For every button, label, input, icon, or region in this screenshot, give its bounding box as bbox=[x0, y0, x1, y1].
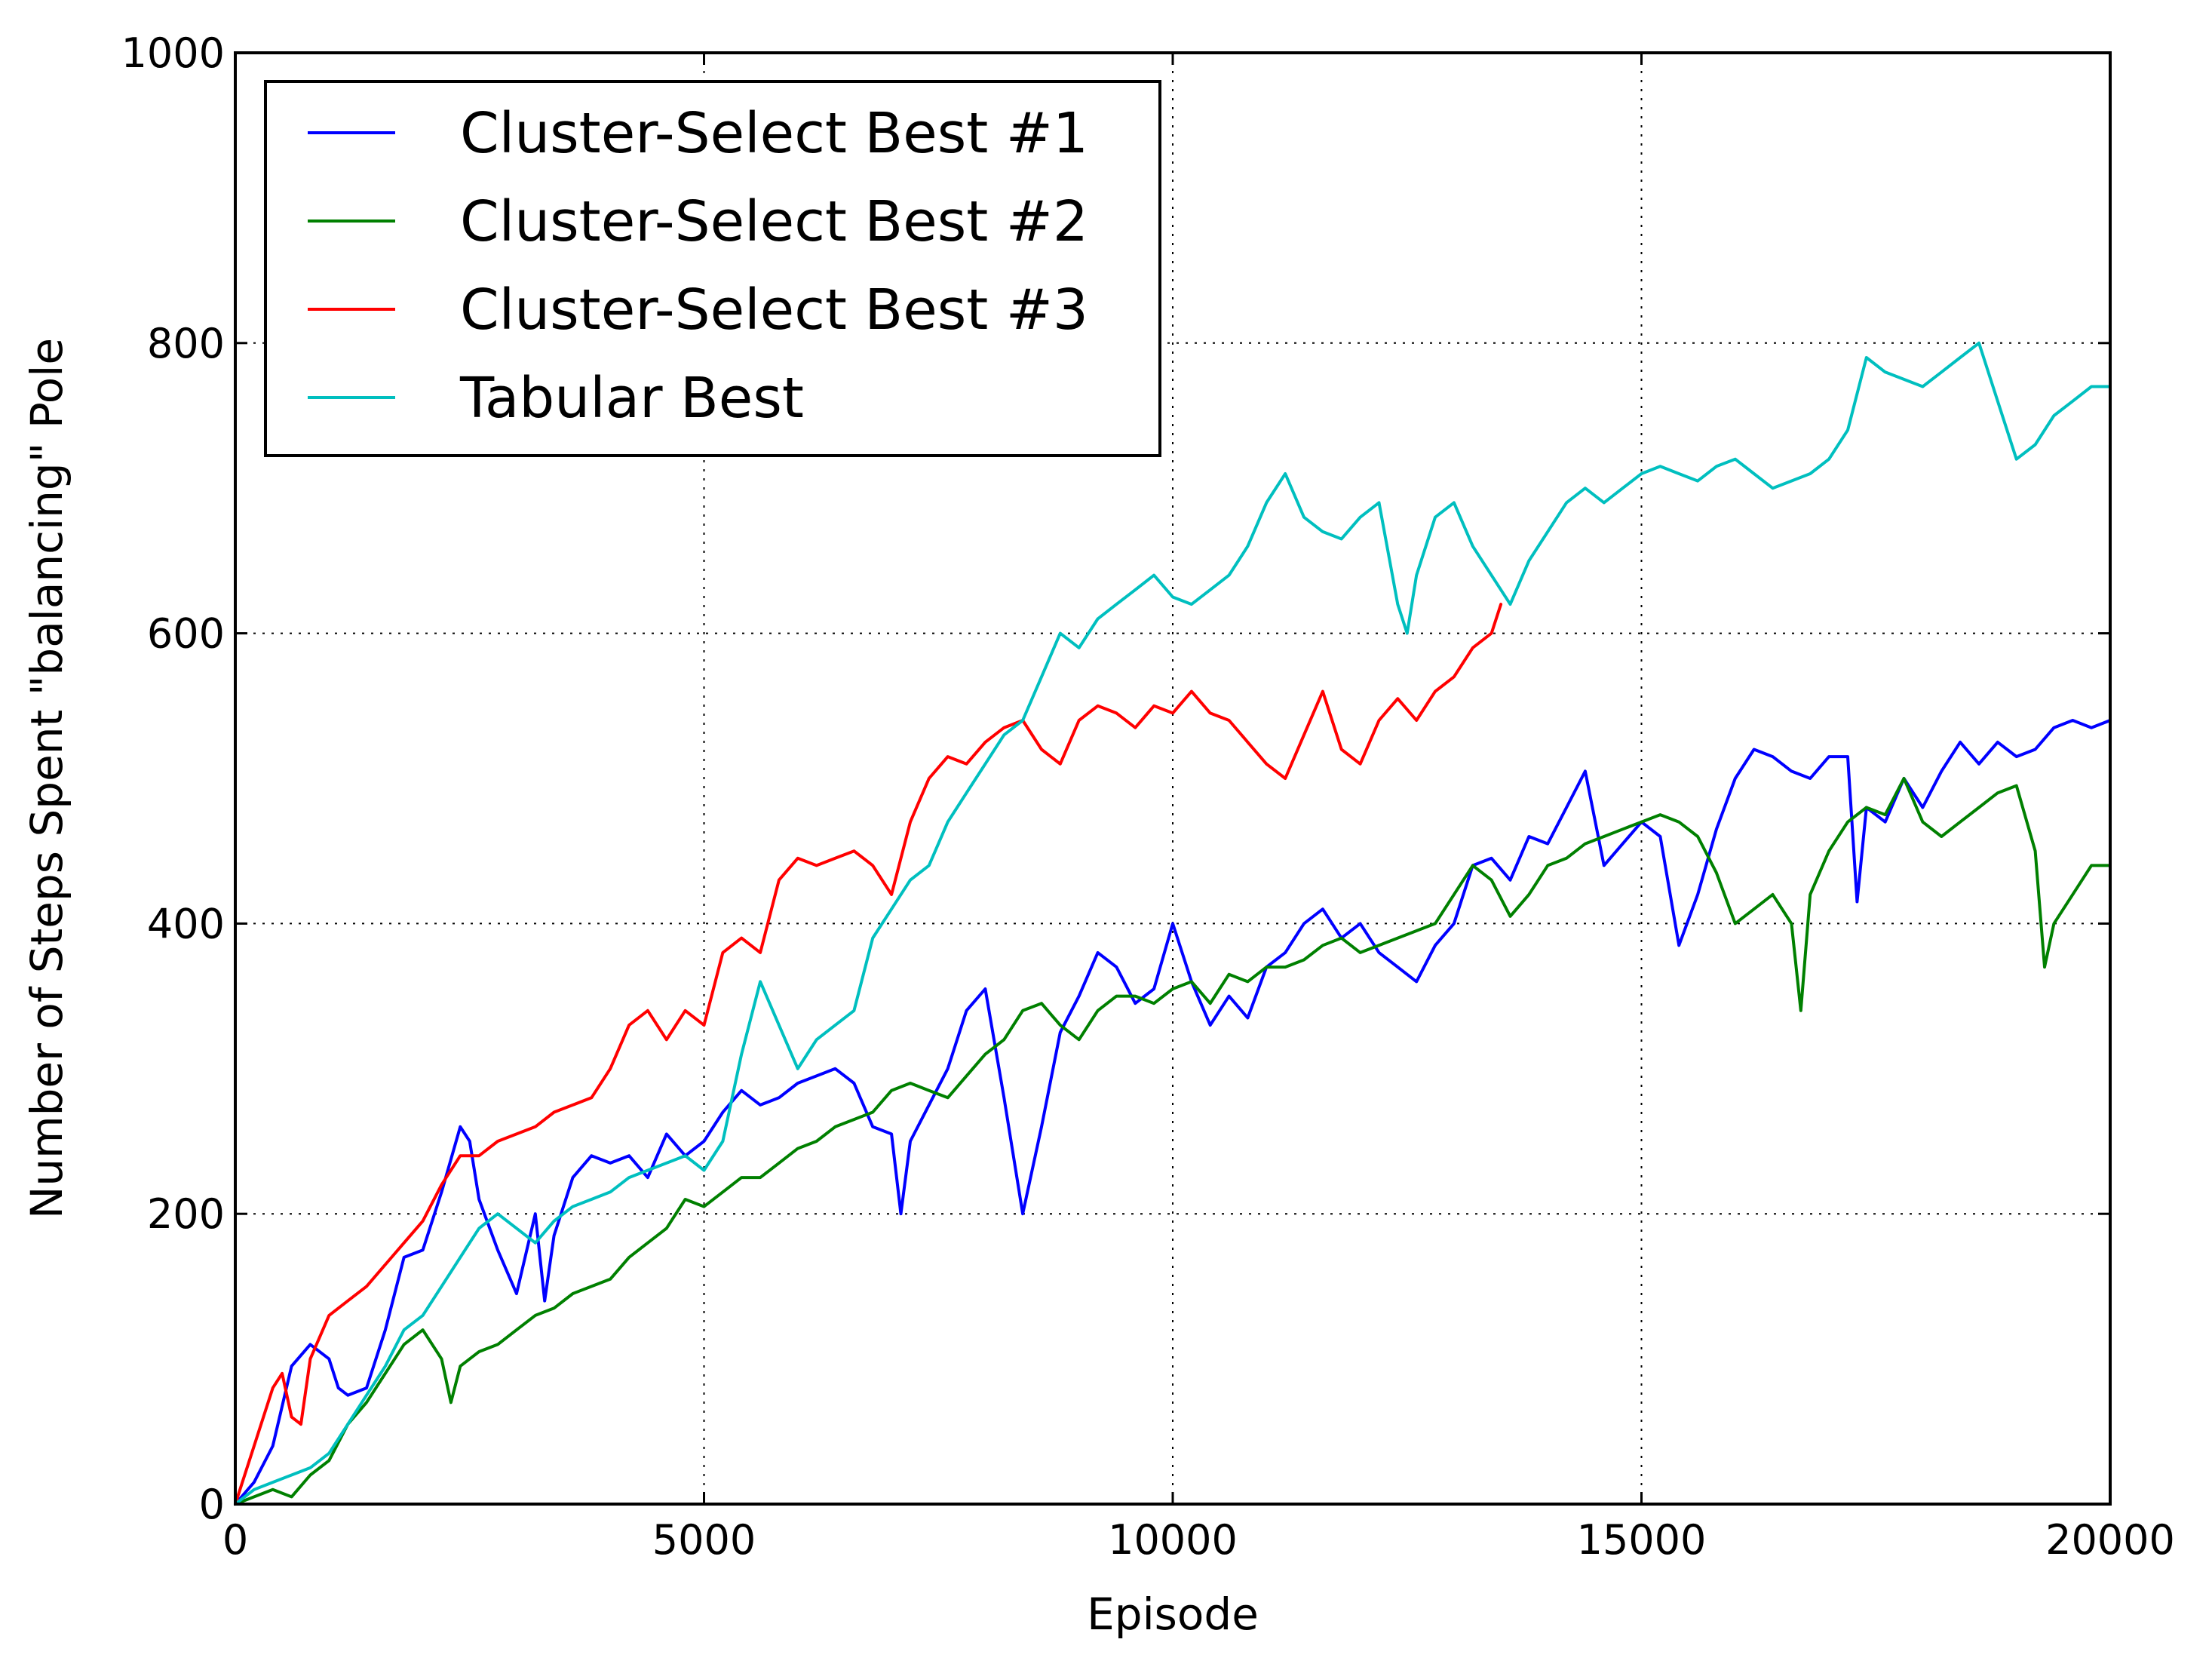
series-line-2 bbox=[234, 777, 2112, 1506]
y-tick-label: 800 bbox=[147, 320, 225, 367]
grid-lines bbox=[235, 53, 2110, 1504]
x-tick-label: 10000 bbox=[1108, 1516, 1238, 1564]
y-tick-label: 1000 bbox=[121, 29, 225, 77]
legend: Cluster-Select Best #1 Cluster-Select Bes… bbox=[264, 80, 1161, 457]
legend-box bbox=[264, 80, 1161, 457]
x-tick-label: 20000 bbox=[2045, 1516, 2175, 1564]
series-line-4 bbox=[234, 341, 2112, 1506]
legend-label: Tabular Best bbox=[459, 366, 804, 431]
y-tick-label: 600 bbox=[147, 610, 225, 658]
y-tick-label: 400 bbox=[147, 900, 225, 947]
x-tick-label: 15000 bbox=[1577, 1516, 1707, 1564]
series-lines bbox=[234, 341, 2112, 1506]
legend-label: Cluster-Select Best #3 bbox=[460, 278, 1088, 342]
x-axis-label: Episode bbox=[1087, 1589, 1259, 1640]
y-tick-label: 200 bbox=[147, 1190, 225, 1238]
series-line-1 bbox=[234, 719, 2112, 1506]
y-tick-label: 0 bbox=[199, 1481, 225, 1528]
x-tick-label: 0 bbox=[222, 1516, 248, 1564]
y-axis-label: Number of Steps Spent "balancing" Pole bbox=[21, 338, 72, 1219]
legend-label: Cluster-Select Best #2 bbox=[460, 189, 1088, 254]
legend-label: Cluster-Select Best #1 bbox=[460, 101, 1088, 166]
x-tick-label: 5000 bbox=[652, 1516, 756, 1564]
series-line-3 bbox=[234, 603, 1503, 1506]
axis-ticks: 0 5000 10000 15000 20000 0 200 400 600 800 1000 bbox=[121, 29, 2175, 1564]
